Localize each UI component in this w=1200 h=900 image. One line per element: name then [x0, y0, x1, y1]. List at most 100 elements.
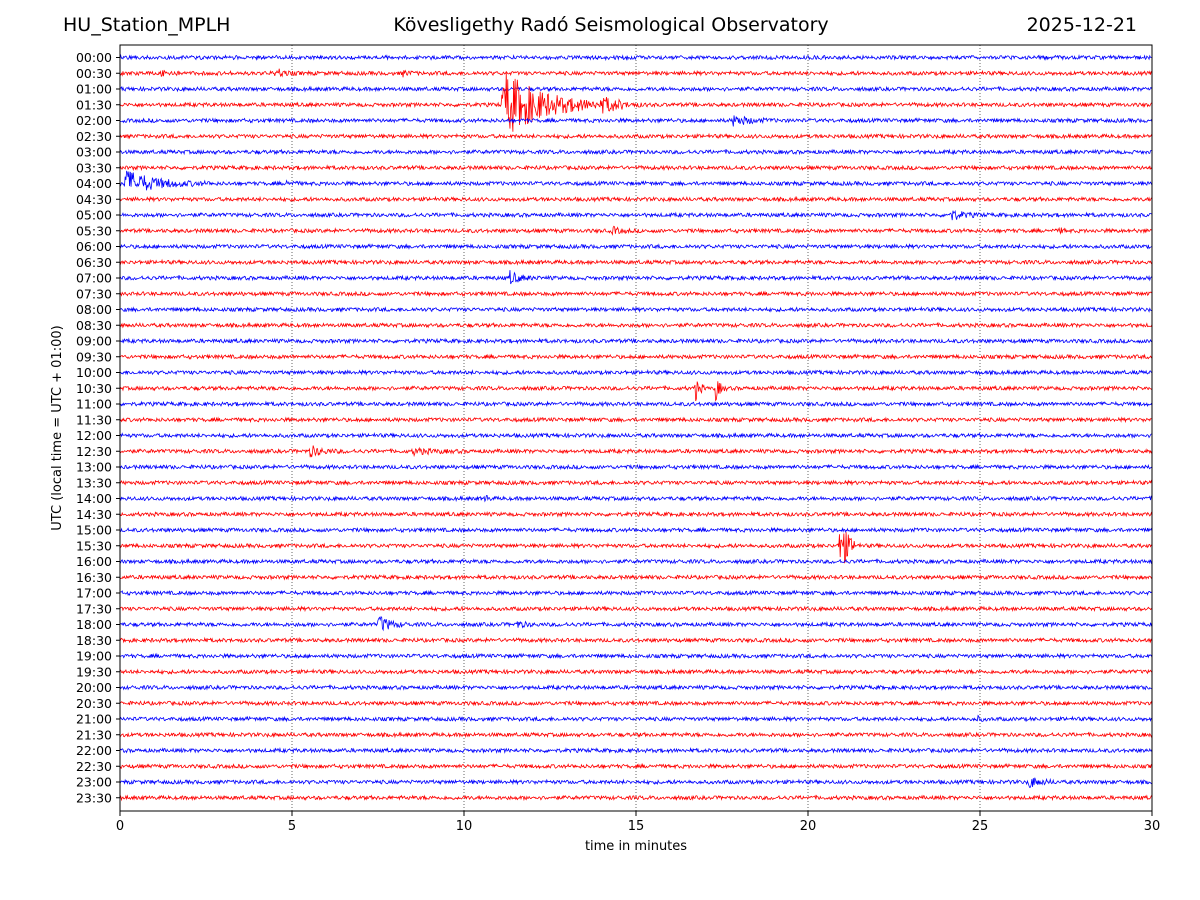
y-tick-label: 09:30: [76, 349, 112, 364]
trace-1600: [119, 558, 1153, 566]
trace-0100: [119, 85, 1153, 93]
x-axis: 0 5 10 15 20 25 30: [116, 811, 1160, 834]
y-tick-label: 05:30: [76, 223, 112, 238]
y-tick-label: 21:00: [76, 712, 112, 727]
y-axis: 00:0000:3001:0001:3002:0002:3003:0003:30…: [76, 50, 120, 805]
trace-1300: [119, 463, 1153, 471]
y-tick-label: 10:30: [76, 381, 112, 396]
trace-1030: [119, 381, 1153, 402]
y-tick-label: 16:30: [76, 570, 112, 585]
trace-0430: [119, 195, 1153, 203]
trace-1830: [119, 636, 1153, 644]
y-tick-label: 14:30: [76, 507, 112, 522]
trace-1930: [119, 668, 1153, 676]
y-tick-label: 23:00: [76, 775, 112, 790]
trace-1700: [119, 589, 1153, 597]
trace-0230: [119, 132, 1153, 140]
x-tick-label: 0: [116, 819, 124, 834]
y-tick-label: 10:00: [76, 365, 112, 380]
y-tick-label: 22:30: [76, 759, 112, 774]
y-tick-label: 08:30: [76, 318, 112, 333]
y-tick-label: 00:30: [76, 66, 112, 81]
trace-1630: [119, 573, 1153, 581]
y-tick-label: 20:00: [76, 680, 112, 695]
trace-0530: [119, 225, 1153, 236]
x-tick-label: 15: [628, 819, 645, 834]
y-tick-label: 19:30: [76, 664, 112, 679]
y-tick-label: 17:30: [76, 601, 112, 616]
trace-2000: [119, 684, 1153, 691]
x-tick-label: 20: [800, 819, 817, 834]
y-tick-label: 18:00: [76, 617, 112, 632]
y-tick-label: 13:00: [76, 460, 112, 475]
trace-1900: [119, 652, 1153, 660]
trace-1130: [119, 416, 1153, 424]
y-tick-label: 03:00: [76, 145, 112, 160]
trace-1500: [119, 526, 1153, 534]
trace-1400: [119, 495, 1153, 503]
x-axis-label: time in minutes: [585, 839, 687, 854]
seismic-traces: [119, 54, 1153, 802]
y-tick-label: 11:30: [76, 412, 112, 427]
y-tick-label: 23:30: [76, 790, 112, 805]
y-tick-label: 18:30: [76, 633, 112, 648]
y-tick-label: 22:00: [76, 743, 112, 758]
trace-1230: [119, 445, 1153, 458]
trace-1530: [119, 532, 1153, 564]
y-tick-label: 16:00: [76, 554, 112, 569]
trace-2030: [119, 699, 1153, 707]
y-tick-label: 13:30: [76, 475, 112, 490]
trace-1800: [119, 616, 1153, 632]
y-tick-label: 04:30: [76, 192, 112, 207]
trace-1200: [119, 432, 1153, 440]
trace-0300: [119, 148, 1153, 156]
y-axis-label: UTC (local time = UTC + 01:00): [50, 325, 65, 530]
trace-0000: [119, 54, 1153, 62]
y-tick-label: 12:30: [76, 444, 112, 459]
y-tick-label: 00:00: [76, 50, 112, 65]
y-tick-label: 19:00: [76, 649, 112, 664]
trace-0630: [119, 258, 1153, 266]
y-tick-label: 12:00: [76, 428, 112, 443]
x-tick-label: 10: [456, 819, 473, 834]
trace-0900: [119, 337, 1153, 345]
trace-0800: [119, 306, 1153, 313]
y-tick-label: 06:00: [76, 239, 112, 254]
y-tick-label: 03:30: [76, 160, 112, 175]
y-tick-label: 04:00: [76, 176, 112, 191]
trace-0500: [119, 209, 1153, 221]
y-tick-label: 21:30: [76, 727, 112, 742]
trace-1000: [119, 369, 1153, 377]
trace-1100: [119, 400, 1153, 408]
trace-2300: [119, 777, 1153, 788]
y-tick-label: 02:00: [76, 113, 112, 128]
trace-2100: [119, 714, 1153, 723]
gridlines: [291, 45, 981, 811]
x-tick-label: 25: [972, 819, 989, 834]
trace-2200: [119, 746, 1153, 754]
y-tick-label: 11:00: [76, 397, 112, 412]
y-tick-label: 09:00: [76, 334, 112, 349]
trace-0600: [119, 243, 1153, 250]
trace-1430: [119, 510, 1153, 518]
trace-0830: [119, 321, 1153, 329]
date-title: 2025-12-21: [1026, 14, 1137, 36]
x-tick-label: 30: [1144, 819, 1161, 834]
y-tick-label: 01:00: [76, 82, 112, 97]
x-tick-label: 5: [288, 819, 296, 834]
trace-2330: [119, 794, 1153, 802]
y-tick-label: 07:00: [76, 271, 112, 286]
y-tick-label: 06:30: [76, 255, 112, 270]
y-tick-label: 14:00: [76, 491, 112, 506]
trace-0330: [119, 164, 1153, 172]
y-tick-label: 02:30: [76, 129, 112, 144]
y-tick-label: 15:30: [76, 538, 112, 553]
trace-0400: [119, 170, 1153, 191]
y-tick-label: 01:30: [76, 97, 112, 112]
trace-0130: [119, 71, 1153, 132]
observatory-title: Kövesligethy Radó Seismological Observat…: [393, 14, 829, 36]
station-title: HU_Station_MPLH: [63, 14, 231, 36]
y-tick-label: 08:00: [76, 302, 112, 317]
y-tick-label: 17:00: [76, 586, 112, 601]
